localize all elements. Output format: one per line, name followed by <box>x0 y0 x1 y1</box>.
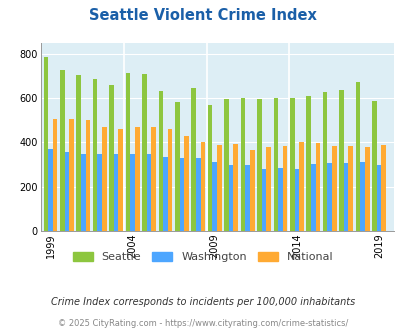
Bar <box>76 76 81 231</box>
Bar <box>371 101 376 231</box>
Bar <box>113 154 118 231</box>
Bar <box>158 91 163 231</box>
Bar <box>212 162 217 231</box>
Bar <box>109 84 113 231</box>
Bar <box>380 145 385 231</box>
Bar <box>64 152 69 231</box>
Bar <box>93 79 97 231</box>
Bar <box>331 146 336 231</box>
Bar <box>53 119 57 231</box>
Bar <box>118 129 123 231</box>
Bar <box>167 129 172 231</box>
Bar <box>339 90 343 231</box>
Bar <box>175 102 179 231</box>
Bar <box>179 157 184 231</box>
Bar <box>163 157 167 231</box>
Bar <box>207 105 212 231</box>
Text: Seattle Violent Crime Index: Seattle Violent Crime Index <box>89 8 316 23</box>
Bar <box>151 127 156 231</box>
Bar <box>102 126 107 231</box>
Bar <box>245 166 249 231</box>
Bar <box>376 165 380 231</box>
Bar <box>196 157 200 231</box>
Bar <box>347 146 352 231</box>
Bar <box>142 74 146 231</box>
Text: © 2025 CityRating.com - https://www.cityrating.com/crime-statistics/: © 2025 CityRating.com - https://www.city… <box>58 319 347 328</box>
Bar <box>228 165 233 231</box>
Legend: Seattle, Washington, National: Seattle, Washington, National <box>68 248 337 267</box>
Bar <box>261 169 266 231</box>
Bar <box>217 145 221 231</box>
Bar <box>273 98 277 231</box>
Bar <box>48 149 53 231</box>
Bar <box>249 149 254 231</box>
Bar <box>364 147 369 231</box>
Bar <box>327 163 331 231</box>
Bar <box>81 154 85 231</box>
Bar <box>306 96 310 231</box>
Text: Crime Index corresponds to incidents per 100,000 inhabitants: Crime Index corresponds to incidents per… <box>51 297 354 307</box>
Bar <box>97 154 102 231</box>
Bar <box>359 162 364 231</box>
Bar <box>200 142 205 231</box>
Bar <box>184 136 188 231</box>
Bar <box>256 99 261 231</box>
Bar <box>130 154 134 231</box>
Bar <box>277 168 282 231</box>
Bar <box>191 87 196 231</box>
Bar <box>355 82 359 231</box>
Bar <box>233 144 237 231</box>
Bar <box>85 120 90 231</box>
Bar <box>126 73 130 231</box>
Bar <box>294 169 298 231</box>
Bar <box>224 99 228 231</box>
Bar <box>289 98 294 231</box>
Bar <box>310 164 315 231</box>
Bar <box>298 142 303 231</box>
Bar <box>343 163 347 231</box>
Bar <box>240 98 245 231</box>
Bar <box>146 154 151 231</box>
Bar <box>69 119 74 231</box>
Bar <box>60 70 64 231</box>
Bar <box>322 92 327 231</box>
Bar <box>43 57 48 231</box>
Bar <box>315 143 320 231</box>
Bar <box>282 146 287 231</box>
Bar <box>266 147 270 231</box>
Bar <box>134 127 139 231</box>
